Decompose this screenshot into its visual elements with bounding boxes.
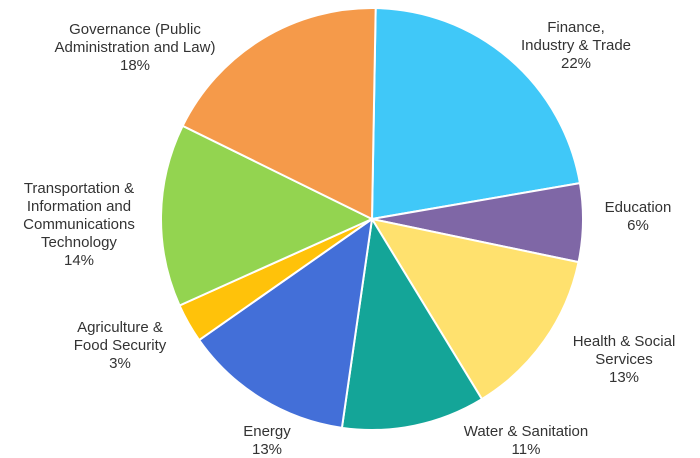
- slice-name-label: Agriculture &: [77, 319, 163, 336]
- pie-slice[interactable]: [340, 218, 483, 431]
- slice-percent-label: 11%: [512, 441, 541, 458]
- slice-label: Governance (Public Administration and Law…: [55, 21, 216, 74]
- pie-slice[interactable]: [371, 7, 581, 220]
- slice-name-label: Information and: [27, 198, 131, 215]
- slice-name-label: Education: [605, 199, 672, 216]
- slice-percent-label: 13%: [609, 369, 639, 386]
- slice-percent-label: 18%: [120, 57, 150, 74]
- slice-name-label: Technology: [41, 234, 117, 251]
- slice-label: Transportation & Information and Communica…: [23, 180, 135, 269]
- pie-slice[interactable]: [371, 218, 580, 401]
- slice-name-label: Transportation &: [24, 180, 134, 197]
- slice-percent-label: 13%: [252, 441, 282, 458]
- slice-percent-label: 14%: [64, 252, 94, 269]
- pie-slice[interactable]: [198, 218, 373, 429]
- slice-label: Water & Sanitation 11%: [464, 423, 589, 458]
- slice-percent-label: 6%: [627, 217, 649, 234]
- slice-label: Finance, Industry & Trade 22%: [521, 19, 631, 72]
- pie-slice[interactable]: [181, 7, 377, 220]
- slice-name-label: Energy: [243, 423, 291, 440]
- slice-name-label: Health & Social: [573, 333, 676, 350]
- slice-name-label: Finance,: [547, 19, 605, 36]
- slice-labels: Finance, Industry & Trade 22% Education 6% He…: [23, 19, 675, 458]
- slice-name-label: Industry & Trade: [521, 37, 631, 54]
- slice-name-label: Services: [595, 351, 653, 368]
- pie-slice[interactable]: [160, 124, 373, 307]
- pie-slices: [160, 7, 584, 431]
- slice-name-label: Communications: [23, 216, 135, 233]
- slice-label: Education 6%: [605, 199, 672, 234]
- slice-label: Health & Social Services 13%: [573, 333, 676, 386]
- slice-name-label: Food Security: [74, 337, 167, 354]
- slice-label: Agriculture & Food Security 3%: [74, 319, 167, 372]
- slice-name-label: Governance (Public: [69, 21, 201, 38]
- slice-percent-label: 22%: [561, 55, 591, 72]
- slice-percent-label: 3%: [109, 355, 131, 372]
- slice-name-label: Administration and Law): [55, 39, 216, 56]
- slice-name-label: Water & Sanitation: [464, 423, 589, 440]
- slice-label: Energy 13%: [243, 423, 291, 458]
